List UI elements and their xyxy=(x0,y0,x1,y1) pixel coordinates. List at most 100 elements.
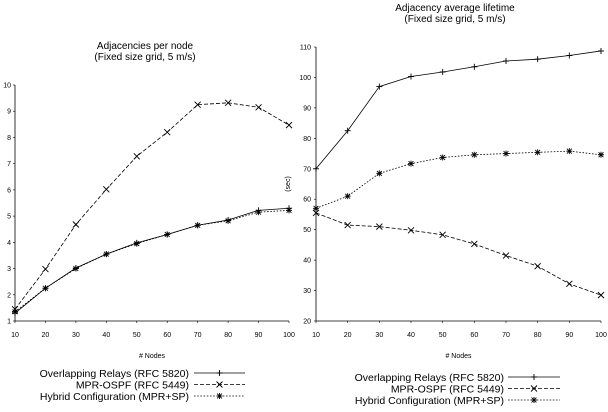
series-line xyxy=(14,102,290,310)
legend-marker xyxy=(530,385,538,392)
series-cross xyxy=(312,209,605,299)
series-cross xyxy=(11,99,293,313)
y-tick-label: 8 xyxy=(7,135,11,142)
y-tick-label: 60 xyxy=(303,197,311,204)
x-tick-label: 10 xyxy=(11,332,19,339)
series-plus xyxy=(12,205,292,317)
x-tick-label: 50 xyxy=(439,332,447,339)
data-point xyxy=(163,128,171,136)
data-point xyxy=(471,63,478,70)
x-tick-label: 10 xyxy=(312,332,320,339)
data-point xyxy=(566,280,573,288)
y-axis-label: (sec) xyxy=(285,176,292,192)
y-tick-label: 50 xyxy=(303,227,311,234)
y-tick-label: 40 xyxy=(303,258,311,265)
data-point xyxy=(471,151,478,158)
x-tick-label: 20 xyxy=(344,332,352,339)
series-line xyxy=(14,207,290,314)
data-point xyxy=(133,153,141,160)
data-point xyxy=(408,160,414,167)
x-tick-label: 90 xyxy=(255,332,263,339)
data-point xyxy=(597,291,605,299)
chart-subtitle: (Fixed size grid, 5 m/s) xyxy=(94,52,195,63)
data-point xyxy=(103,186,110,193)
data-point xyxy=(313,205,319,212)
series-star xyxy=(313,148,604,212)
series-line xyxy=(315,150,602,209)
x-tick-label: 70 xyxy=(502,332,510,339)
chart-title: Adjacencies per node xyxy=(97,41,194,52)
data-point xyxy=(285,121,293,129)
data-point xyxy=(502,252,510,259)
data-point xyxy=(42,285,49,292)
data-point xyxy=(12,308,18,315)
legend-marker xyxy=(216,381,223,388)
legend-label: Hybrid Configuration (MPR+SP) xyxy=(355,395,504,407)
data-point xyxy=(408,73,414,80)
chart-2: Adjacency average lifetime(Fixed size gr… xyxy=(285,3,607,407)
legend-entry: Overlapping Relays (RFC 5820) xyxy=(40,368,245,380)
data-point xyxy=(503,150,509,157)
x-tick-label: 40 xyxy=(102,332,110,339)
x-axis-label: # Nodes xyxy=(445,353,472,360)
y-tick-label: 30 xyxy=(303,288,311,295)
data-point xyxy=(439,68,446,75)
x-tick-label: 100 xyxy=(595,332,607,339)
legend-marker xyxy=(531,397,537,403)
y-tick-label: 4 xyxy=(7,240,11,247)
data-point xyxy=(566,148,573,155)
data-point xyxy=(439,231,446,239)
series-plus xyxy=(313,47,604,172)
legend-entry: Overlapping Relays (RFC 5820) xyxy=(355,372,560,384)
y-tick-label: 3 xyxy=(7,266,11,273)
chart-1: Adjacencies per node(Fixed size grid, 5 … xyxy=(3,41,295,403)
legend-marker xyxy=(216,393,223,399)
chart-subtitle: (Fixed size grid, 5 m/s) xyxy=(404,14,505,25)
legend-entry: MPR-OSPF (RFC 5449) xyxy=(391,384,560,396)
data-point xyxy=(72,265,79,272)
y-tick-label: 20 xyxy=(303,319,311,326)
x-tick-label: 30 xyxy=(375,332,383,339)
x-tick-label: 60 xyxy=(470,332,478,339)
data-point xyxy=(313,165,319,172)
data-point xyxy=(224,99,232,107)
x-tick-label: 100 xyxy=(283,332,295,339)
x-tick-label: 60 xyxy=(163,332,171,339)
y-tick-label: 9 xyxy=(7,109,11,116)
legend-label: Overlapping Relays (RFC 5820) xyxy=(40,368,189,380)
data-point xyxy=(534,149,541,156)
data-point xyxy=(598,47,604,54)
data-point xyxy=(194,222,201,229)
data-point xyxy=(439,154,446,161)
data-point xyxy=(344,221,351,229)
data-point xyxy=(194,101,201,108)
chart-title: Adjacency average lifetime xyxy=(395,3,515,14)
x-tick-label: 40 xyxy=(407,332,415,339)
y-tick-label: 5 xyxy=(7,214,11,221)
x-axis-label: # Nodes xyxy=(139,353,166,360)
data-point xyxy=(376,83,383,90)
data-point xyxy=(164,231,171,238)
series-line xyxy=(315,212,602,296)
data-point xyxy=(42,265,49,273)
data-point xyxy=(376,170,383,177)
legend-entry: Hybrid Configuration (MPR+SP) xyxy=(355,395,560,407)
x-tick-label: 80 xyxy=(224,332,232,339)
data-point xyxy=(534,56,541,63)
data-point xyxy=(225,217,232,224)
y-tick-label: 1 xyxy=(7,319,11,326)
x-tick-label: 20 xyxy=(42,332,50,339)
legend-label: MPR-OSPF (RFC 5449) xyxy=(76,380,189,392)
y-tick-label: 100 xyxy=(299,75,311,82)
legend-entry: MPR-OSPF (RFC 5449) xyxy=(76,380,245,392)
y-tick-label: 110 xyxy=(300,45,311,52)
y-tick-label: 7 xyxy=(7,161,11,168)
data-point xyxy=(255,103,262,111)
data-point xyxy=(407,226,415,234)
y-tick-label: 90 xyxy=(303,105,311,112)
series-line xyxy=(315,50,602,170)
y-tick-label: 70 xyxy=(303,166,311,173)
legend-label: MPR-OSPF (RFC 5449) xyxy=(391,384,504,396)
series-star xyxy=(12,207,292,315)
